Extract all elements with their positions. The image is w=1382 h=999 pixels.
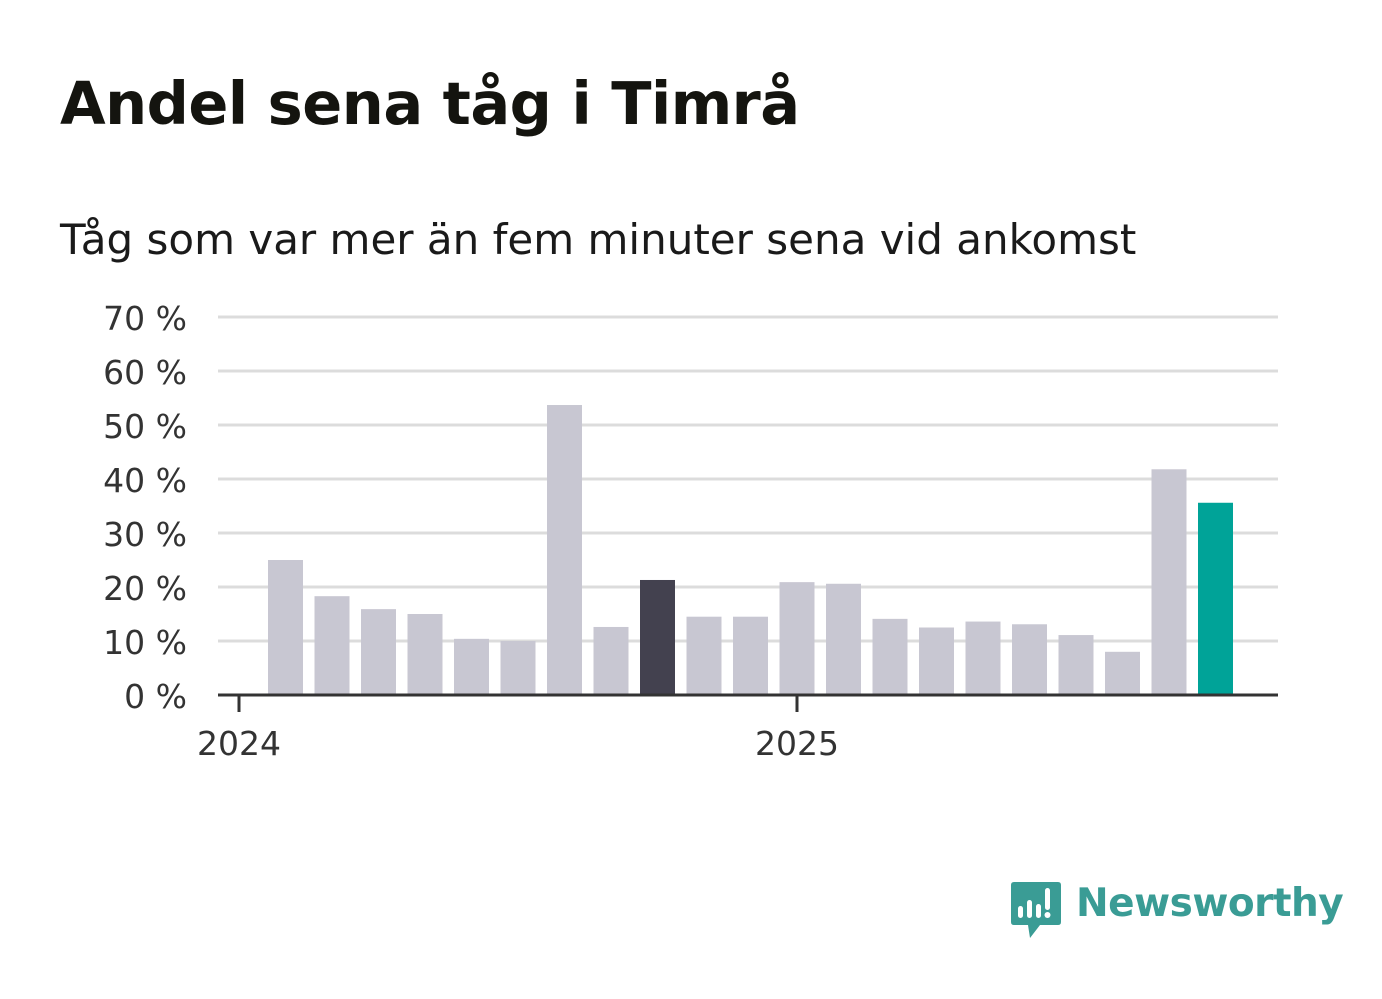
newsworthy-logo: Newsworthy — [1010, 878, 1344, 942]
bar — [965, 621, 1001, 695]
bar — [826, 583, 861, 695]
bar — [733, 616, 768, 695]
newsworthy-logo-text: Newsworthy — [1076, 880, 1344, 926]
y-tick-label: 60 % — [103, 353, 187, 392]
y-tick-label: 40 % — [103, 461, 187, 500]
bar — [268, 560, 303, 695]
bar — [872, 618, 908, 695]
newsworthy-logo-icon — [1011, 882, 1061, 938]
bar — [1198, 502, 1233, 695]
bar — [1151, 469, 1187, 695]
bar — [500, 641, 536, 695]
bar — [314, 596, 350, 695]
y-tick-label: 30 % — [103, 515, 187, 554]
y-tick-label: 0 % — [124, 677, 187, 716]
x-tick-label: 2024 — [197, 724, 281, 763]
chart-subtitle: Tåg som var mer än fem minuter sena vid … — [60, 215, 1137, 264]
bar — [919, 627, 954, 695]
bar — [1012, 624, 1047, 695]
y-tick-label: 20 % — [103, 569, 187, 608]
bar — [361, 609, 396, 695]
y-tick-label: 50 % — [103, 407, 187, 446]
bar — [547, 405, 582, 695]
chart-title: Andel sena tåg i Timrå — [60, 69, 800, 138]
bar — [640, 579, 675, 695]
bar — [1105, 651, 1140, 695]
bar — [407, 614, 443, 695]
bar — [779, 582, 815, 695]
bar — [1058, 635, 1094, 695]
y-tick-label: 10 % — [103, 623, 187, 662]
x-tick-label: 2025 — [755, 724, 839, 763]
y-tick-label: 70 % — [103, 299, 187, 338]
bar — [454, 638, 489, 695]
bar — [686, 616, 722, 695]
bar — [593, 626, 629, 695]
